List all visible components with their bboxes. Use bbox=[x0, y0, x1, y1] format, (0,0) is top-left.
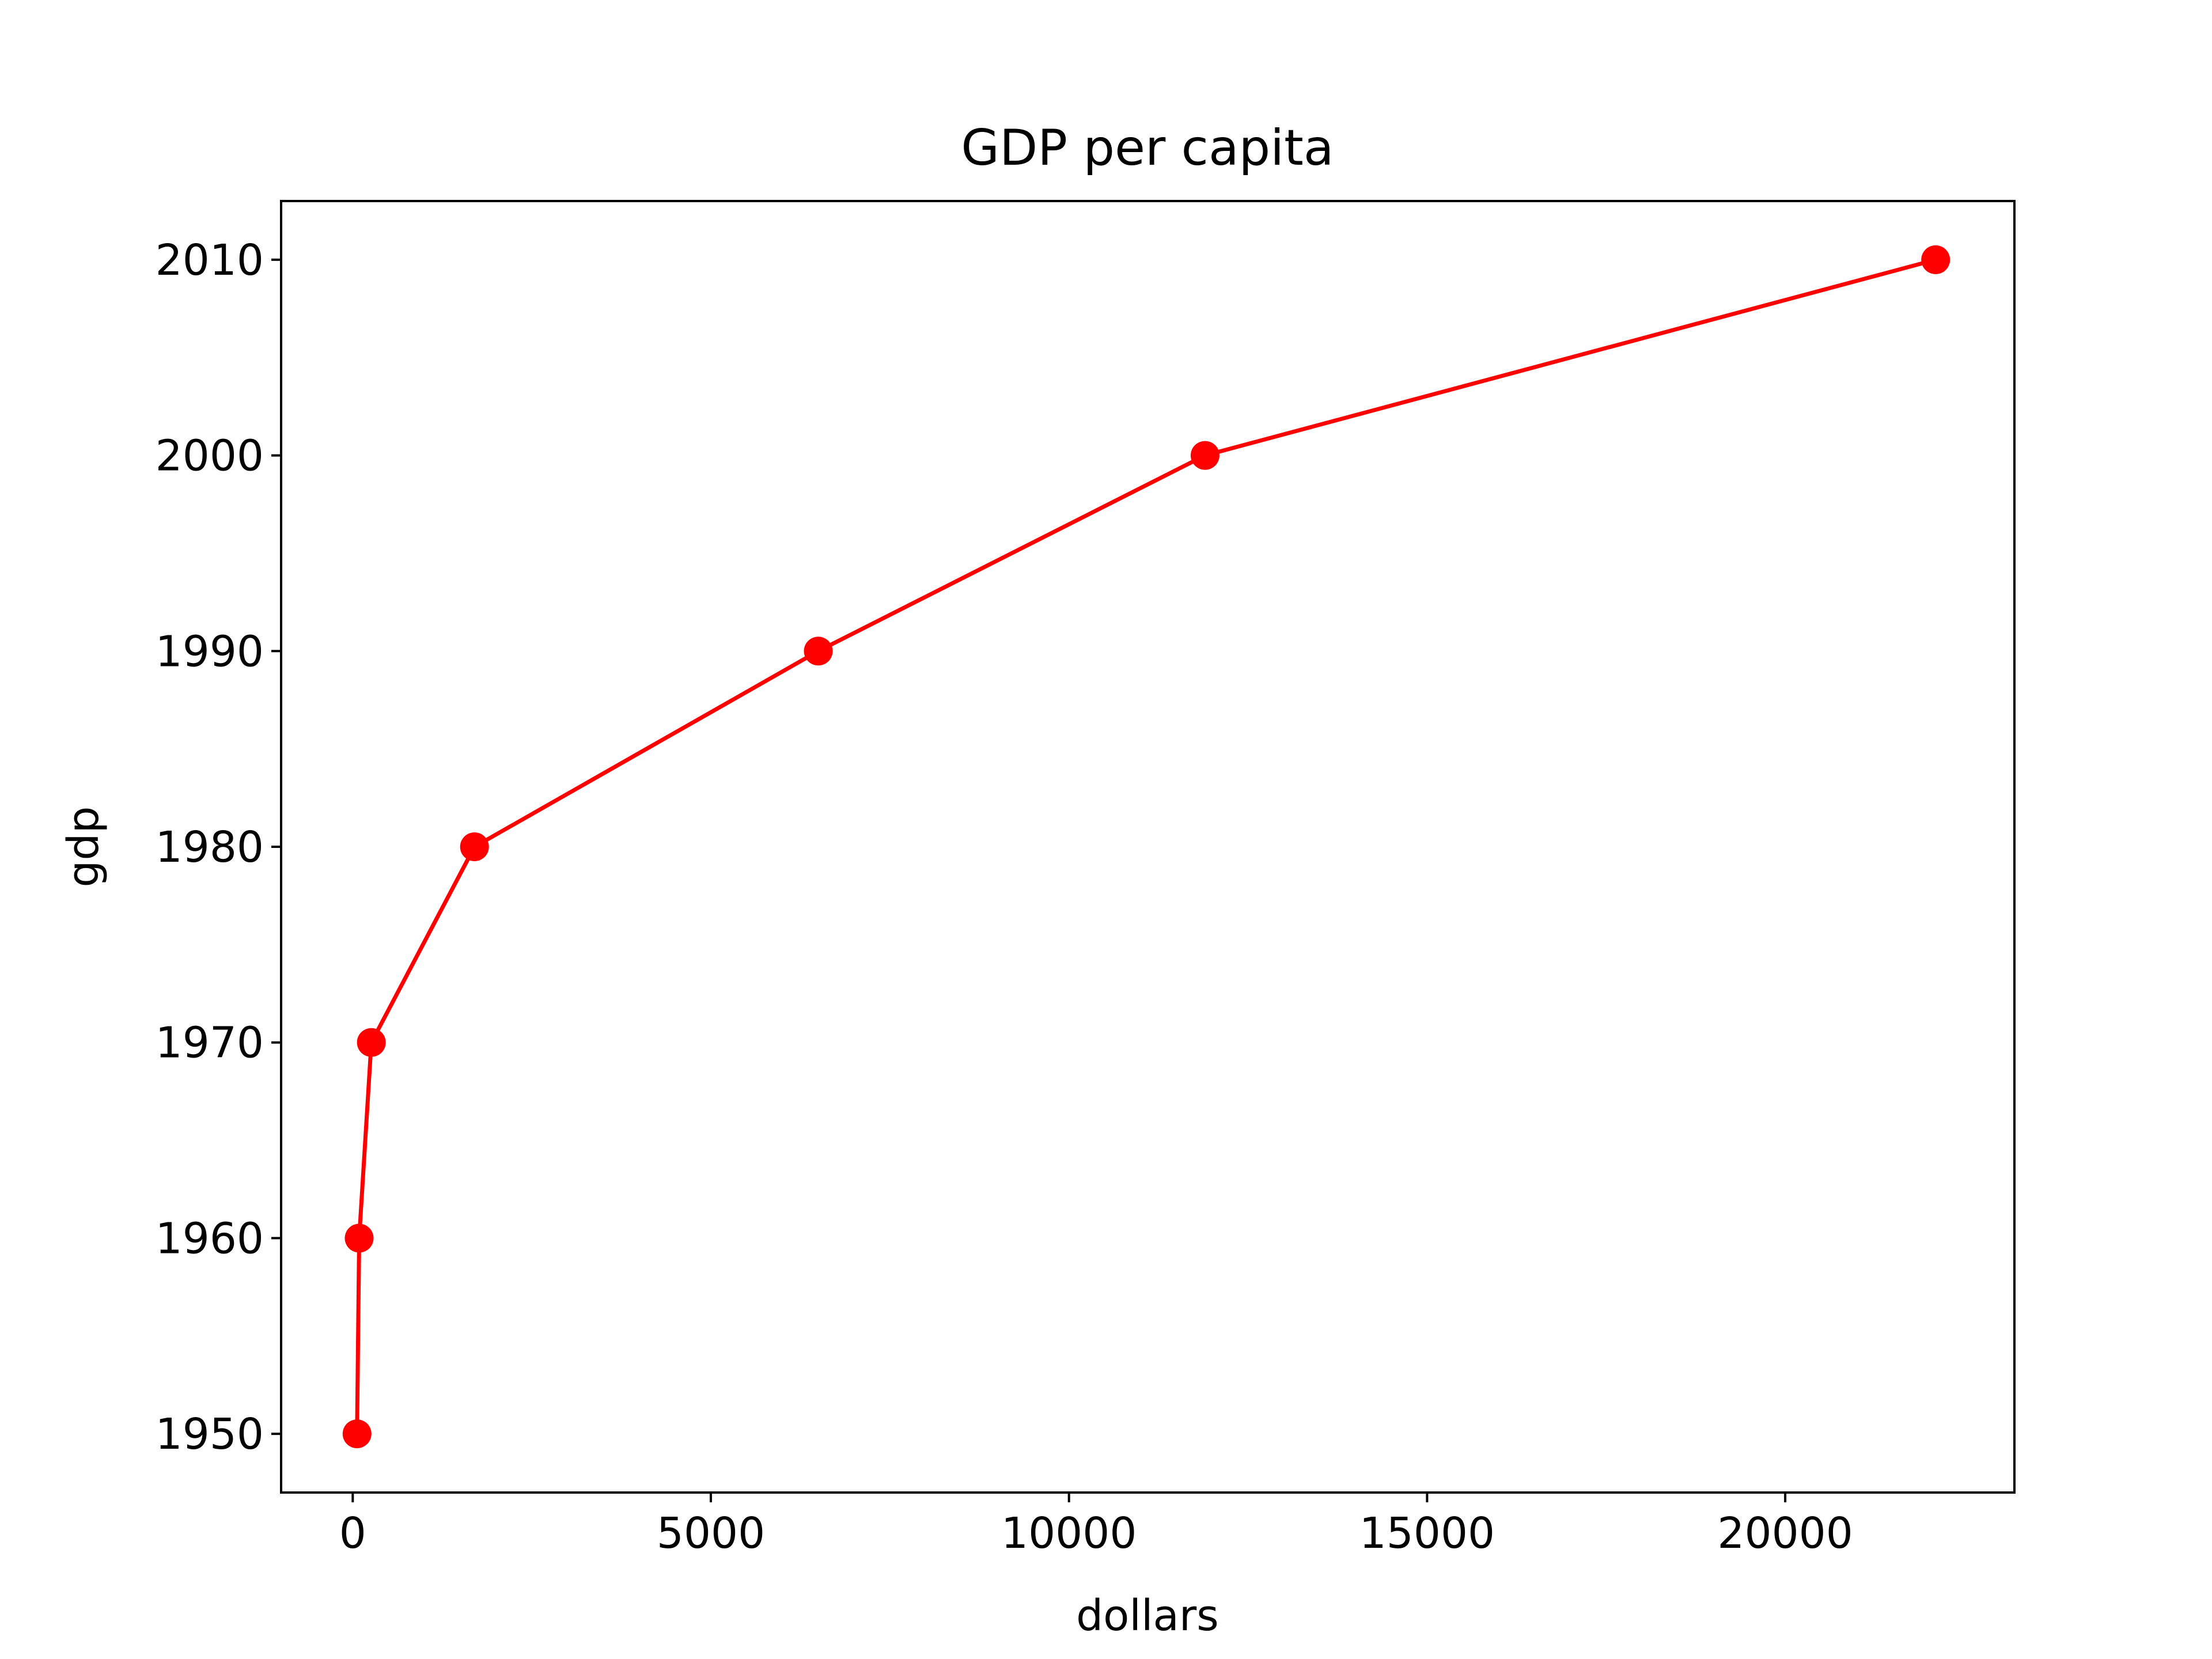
x-axis-label: dollars bbox=[1076, 1591, 1219, 1641]
plot-frame bbox=[280, 200, 2016, 1494]
x-tick-label: 0 bbox=[339, 1509, 366, 1558]
data-point bbox=[1190, 441, 1219, 470]
data-point bbox=[460, 832, 489, 861]
y-tick-label: 1970 bbox=[156, 1018, 264, 1068]
chart-title: GDP per capita bbox=[961, 119, 1334, 177]
y-tick-label: 1980 bbox=[156, 823, 264, 872]
series-layer bbox=[342, 245, 1950, 1449]
data-point bbox=[1921, 245, 1950, 274]
y-tick-label: 1950 bbox=[156, 1410, 264, 1459]
data-point bbox=[344, 1224, 374, 1253]
data-point bbox=[804, 637, 833, 666]
data-point bbox=[342, 1419, 372, 1449]
ticks-layer: 0 5000 10000 15000 20000 1950 1960 1970 1980 1990… bbox=[156, 236, 1853, 1558]
y-tick-label: 2000 bbox=[156, 431, 264, 481]
x-tick-label: 20000 bbox=[1717, 1509, 1853, 1558]
y-tick-label: 1990 bbox=[156, 627, 264, 676]
y-tick-label: 2010 bbox=[156, 236, 264, 285]
y-tick-label: 1960 bbox=[156, 1214, 264, 1263]
y-axis-label: gdp bbox=[59, 806, 108, 888]
x-tick-label: 10000 bbox=[1001, 1509, 1137, 1558]
x-tick-label: 5000 bbox=[657, 1509, 765, 1558]
data-point bbox=[357, 1028, 386, 1057]
x-tick-label: 15000 bbox=[1359, 1509, 1495, 1558]
